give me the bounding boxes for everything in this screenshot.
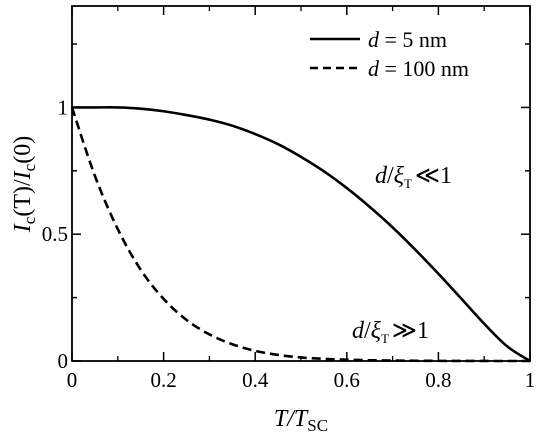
y-axis-label-d: (0) (10, 136, 36, 164)
y-tick-label: 0.5 (42, 222, 68, 246)
legend-entry-2-prefix: d (368, 56, 380, 81)
y-axis-label-a-sub: c (20, 216, 39, 224)
x-tick-labels: 0 0.2 0.4 0.6 0.8 1 (67, 368, 536, 392)
legend-entry-1: d = 5 nm (368, 27, 447, 52)
series-line-5nm (72, 106, 531, 363)
y-axis-label-c-sub: c (20, 163, 39, 171)
y-axis-label-c: I (10, 170, 36, 180)
annotation-thick-slash: / (364, 318, 371, 344)
x-tick-label: 0 (67, 368, 78, 392)
y-tick-label: 0 (58, 349, 69, 373)
y-tick-labels: 00.51 (42, 95, 68, 373)
annotation-thin-xi-sub: T (404, 176, 412, 191)
x-tick-label: 1 (525, 368, 536, 392)
x-tick-label: 0.8 (425, 368, 451, 392)
annotation-thin-slash: / (387, 163, 394, 189)
annotation-thin-rel: ≪1 (415, 163, 452, 189)
annotation-thin-d: d (375, 163, 388, 189)
legend: d = 5 nm d = 100 nm (310, 27, 469, 81)
legend-entry-2-suffix: = 100 nm (379, 56, 469, 81)
x-axis-label-sub: SC (307, 416, 328, 435)
annotation-thick-d: d (352, 318, 365, 344)
y-axis-label: Ic(T)/Ic(0) (10, 136, 39, 233)
x-tick-label: 0.2 (150, 368, 176, 392)
annotation-thick-rel: ≫1 (392, 318, 429, 344)
x-axis-label-main: T/T (274, 406, 309, 432)
x-axis-label: T/TSC (274, 406, 328, 435)
annotation-thick-xi: ξ (371, 318, 382, 344)
annotation-thick-xi-sub: T (381, 331, 389, 346)
annotation-thin-xi: ξ (394, 163, 405, 189)
y-tick-label: 1 (58, 95, 69, 119)
x-tick-label: 0.6 (334, 368, 360, 392)
y-axis-label-b: (T)/ (10, 179, 36, 217)
series-lines (70, 106, 531, 363)
annotation-thick-limit: d/ξT ≫1 (352, 318, 429, 346)
x-tick-label: 0.4 (242, 368, 269, 392)
legend-entry-1-prefix: d (368, 27, 380, 52)
y-axis-label-a: I (10, 223, 36, 233)
annotation-thin-limit: d/ξT ≪1 (375, 163, 452, 191)
series-line-100nm (70, 107, 530, 363)
legend-entry-1-suffix: = 5 nm (379, 27, 447, 52)
legend-entry-2: d = 100 nm (368, 56, 469, 81)
